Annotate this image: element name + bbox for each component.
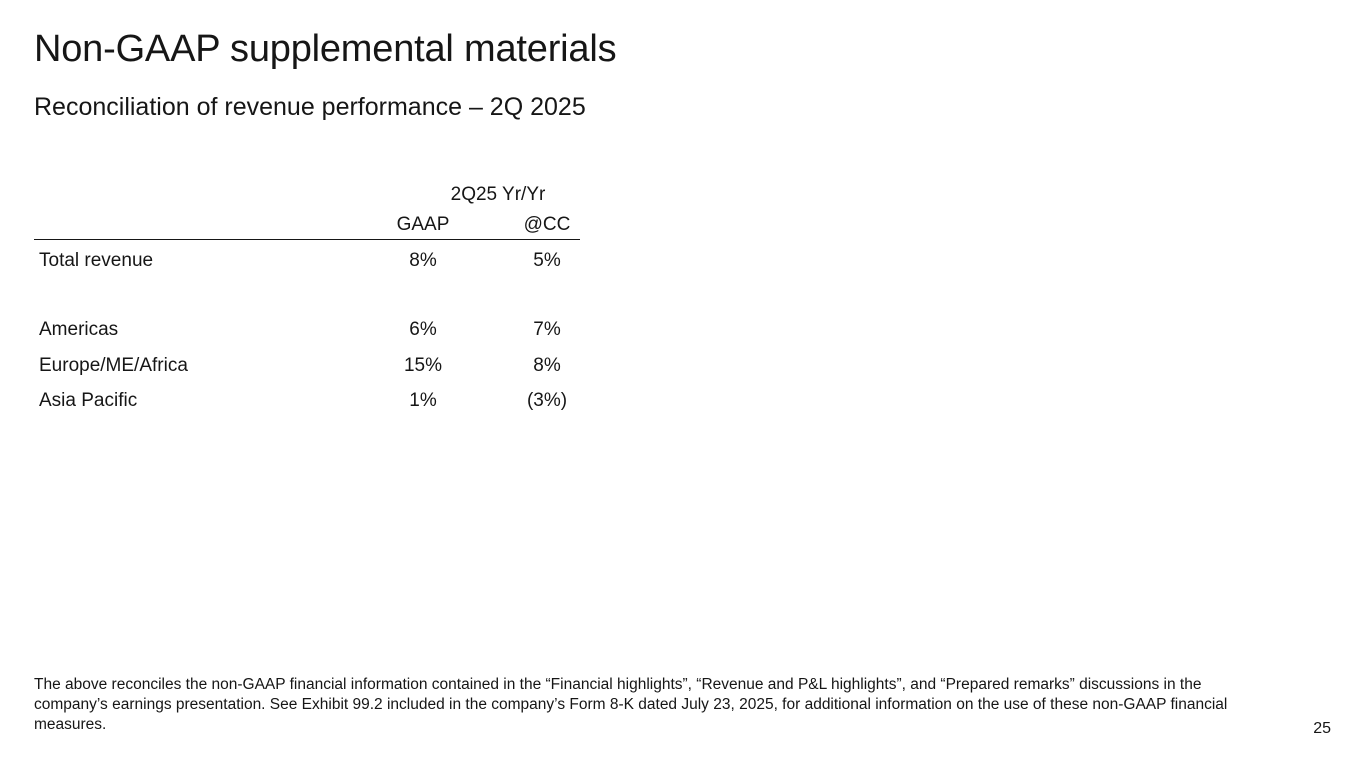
row-gaap-value: 15% <box>403 355 443 376</box>
row-label: Total revenue <box>39 250 154 271</box>
page-title: Non-GAAP supplemental materials <box>34 28 617 70</box>
row-cc-value: 5% <box>533 250 561 271</box>
column-header-gaap: GAAP <box>396 214 450 235</box>
row-gaap-value: 8% <box>409 250 437 271</box>
table-row-americas: Americas 6% 7% <box>34 319 580 345</box>
table-row-total-revenue: Total revenue 8% 5% <box>34 250 580 276</box>
row-cc-value: (3%) <box>526 390 568 411</box>
table-group-header: 2Q25 Yr/Yr <box>450 184 546 205</box>
table-row-europe-me-africa: Europe/ME/Africa 15% 8% <box>34 355 580 381</box>
row-cc-value: 8% <box>533 355 561 376</box>
row-label: Asia Pacific <box>39 390 138 411</box>
row-gaap-value: 6% <box>409 319 437 340</box>
table-row-asia-pacific: Asia Pacific 1% (3%) <box>34 390 580 416</box>
page-subtitle: Reconciliation of revenue performance – … <box>34 93 586 121</box>
footnote: The above reconciles the non-GAAP financ… <box>34 676 1228 733</box>
column-header-cc: @CC <box>523 214 571 235</box>
row-label: Americas <box>39 319 119 340</box>
row-label: Europe/ME/Africa <box>39 355 188 376</box>
row-gaap-value: 1% <box>409 390 437 411</box>
header-divider <box>34 239 580 240</box>
row-cc-value: 7% <box>533 319 561 340</box>
page-number: 25 <box>1313 720 1331 737</box>
